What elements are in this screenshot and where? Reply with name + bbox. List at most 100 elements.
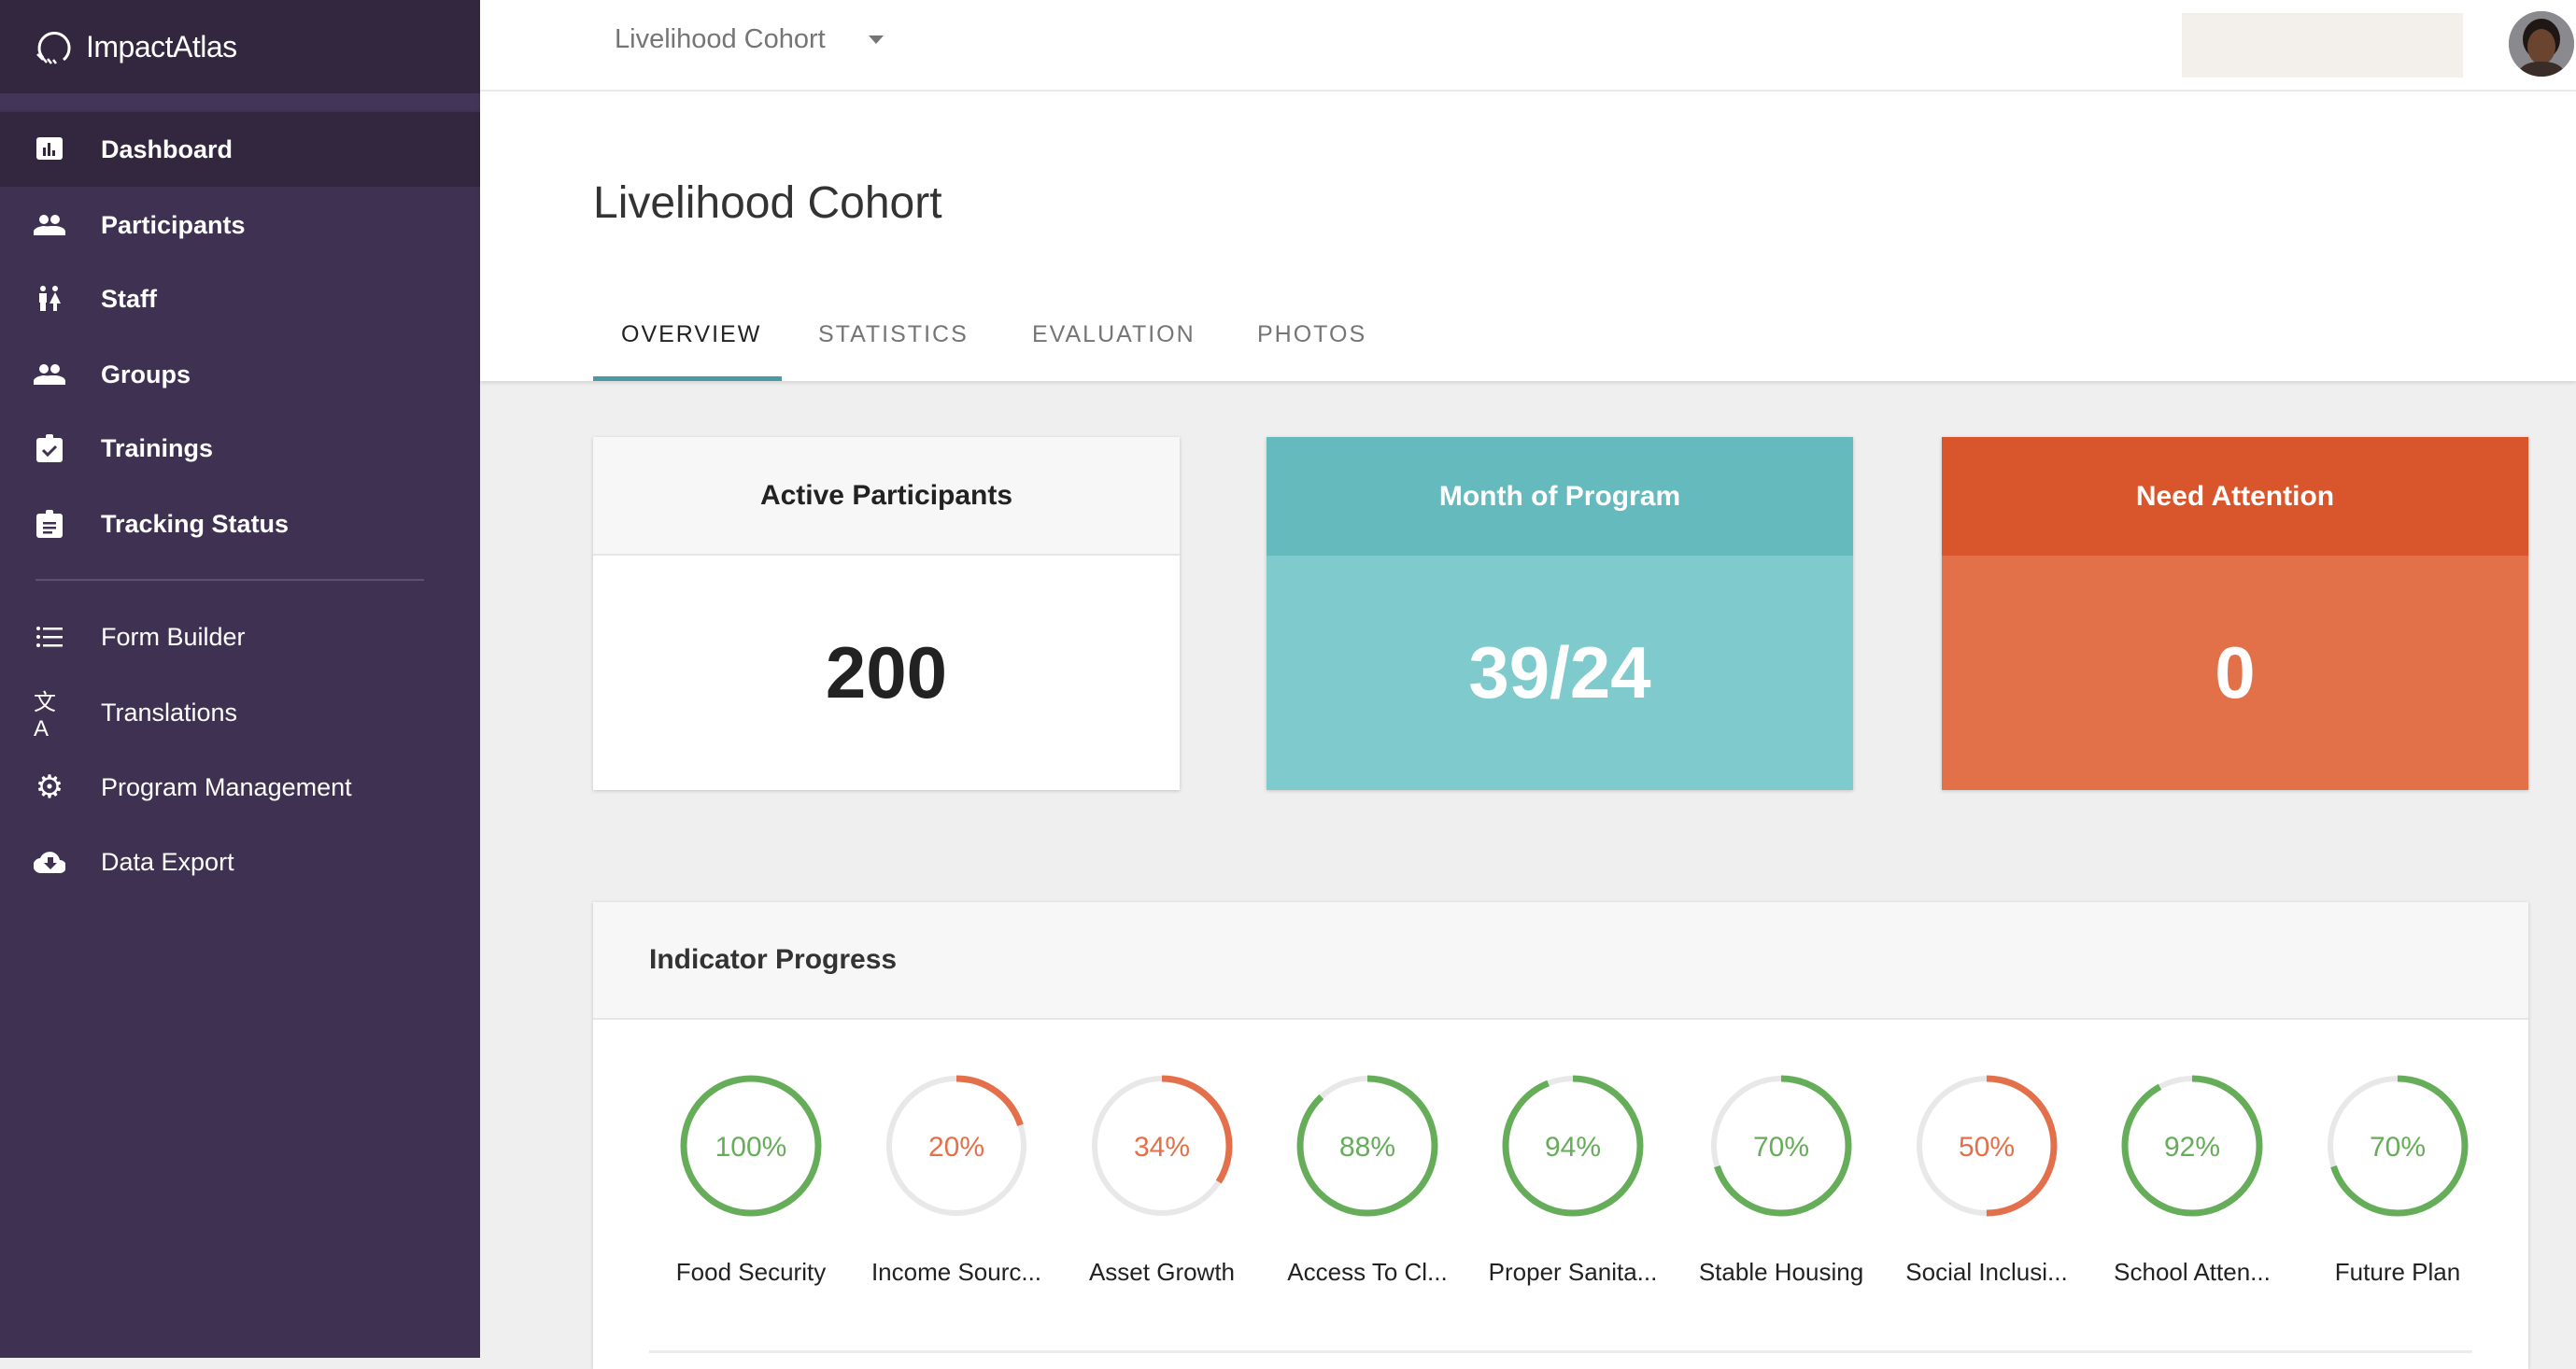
progress-percent: 20% (928, 1132, 984, 1163)
sidebar-spacer (0, 93, 480, 110)
need-attention-card: Need Attention 0 (1942, 437, 2528, 790)
indicator-item[interactable]: 34% Asset Growth (1059, 1073, 1265, 1287)
sidebar-item-participants[interactable]: Participants (0, 188, 480, 262)
progress-percent: 70% (2370, 1132, 2426, 1163)
sidebar-item-translations[interactable]: 文A Translations (0, 675, 480, 750)
sidebar-item-dashboard[interactable]: Dashboard (0, 112, 480, 187)
cohort-select-value: Livelihood Cohort (615, 24, 826, 54)
indicator-item[interactable]: 92% School Atten... (2089, 1073, 2295, 1287)
card-title: Active Participants (593, 437, 1180, 556)
cohort-select[interactable]: Livelihood Cohort (615, 24, 884, 55)
sidebar-item-label: Data Export (101, 847, 234, 876)
indicator-label: Income Sourc... (870, 1258, 1042, 1286)
sidebar-item-label: Program Management (101, 772, 352, 801)
avatar[interactable] (2509, 11, 2574, 77)
indicator-label: Food Security (675, 1258, 827, 1286)
panel-title: Indicator Progress (593, 902, 2528, 1020)
sidebar-item-label: Groups (101, 360, 191, 388)
progress-ring: 34% (1091, 1075, 1233, 1217)
people-icon (34, 209, 65, 241)
progress-ring: 70% (1710, 1075, 1852, 1217)
progress-arc (1916, 1075, 2058, 1217)
sidebar-item-label: Trainings (101, 433, 214, 462)
progress-ring: 70% (2327, 1075, 2469, 1217)
panel-divider (649, 1350, 2472, 1353)
progress-arc (885, 1075, 1027, 1217)
progress-ring: 50% (1916, 1075, 2058, 1217)
progress-arc (2327, 1075, 2469, 1217)
clipboard-check-icon (34, 432, 65, 464)
tab-statistics[interactable]: STATISTICS (818, 321, 969, 347)
tab-overview[interactable]: OVERVIEW (621, 321, 762, 347)
cloud-download-icon (34, 846, 65, 878)
sidebar-item-label: Translations (101, 698, 238, 727)
indicator-item[interactable]: 50% Social Inclusi... (1884, 1073, 2089, 1287)
search-box[interactable] (2182, 13, 2463, 78)
progress-arc (1502, 1075, 1644, 1217)
page-title-area: Livelihood Cohort OVERVIEW STATISTICS EV… (480, 92, 2576, 381)
gear-icon: ⚙ (35, 769, 64, 805)
progress-ring: 94% (1502, 1075, 1644, 1217)
sidebar: ImpactAtlas Dashboard Participants Staff… (0, 0, 480, 1358)
card-value: 39/24 (1267, 556, 1853, 790)
indicator-label: Asset Growth (1088, 1258, 1236, 1286)
progress-percent: 92% (2164, 1132, 2220, 1163)
translate-icon: 文A (34, 689, 56, 741)
progress-ring: 88% (1296, 1075, 1438, 1217)
indicator-label: Future Plan (2334, 1258, 2461, 1286)
progress-arc (1710, 1075, 1852, 1217)
card-value: 200 (825, 631, 948, 713)
progress-percent: 70% (1753, 1132, 1809, 1163)
sidebar-item-form-builder[interactable]: Form Builder (0, 600, 480, 674)
indicator-label: School Atten... (2114, 1258, 2271, 1286)
progress-arc (1091, 1075, 1233, 1217)
list-icon (34, 621, 65, 653)
card-value: 0 (1942, 556, 2528, 790)
indicator-item[interactable]: 70% Future Plan (2295, 1073, 2500, 1287)
tab-photos[interactable]: PHOTOS (1257, 321, 1367, 347)
sidebar-item-program-management[interactable]: ⚙ Program Management (0, 750, 480, 825)
sidebar-item-trainings[interactable]: Trainings (0, 411, 480, 486)
progress-arc (1296, 1075, 1438, 1217)
progress-ring: 100% (680, 1075, 822, 1217)
progress-percent: 94% (1545, 1132, 1601, 1163)
indicator-item[interactable]: 94% Proper Sanita... (1470, 1073, 1676, 1287)
sidebar-item-label: Participants (101, 210, 246, 239)
indicator-label: Proper Sanita... (1488, 1258, 1658, 1286)
bar-chart-icon (34, 134, 65, 165)
progress-percent: 50% (1959, 1132, 2015, 1163)
sidebar-item-staff[interactable]: Staff (0, 261, 480, 336)
progress-arc (2121, 1075, 2263, 1217)
indicator-progress-panel: Indicator Progress 100% Food Security 20% I… (593, 902, 2528, 1369)
app-name: ImpactAtlas (86, 29, 237, 64)
people-icon (34, 359, 65, 390)
impactatlas-logo-icon (36, 31, 71, 64)
clipboard-list-icon (34, 508, 65, 540)
active-tab-indicator (593, 376, 782, 381)
indicator-item[interactable]: 88% Access To Cl... (1265, 1073, 1470, 1287)
sidebar-item-label: Staff (101, 284, 157, 313)
indicator-label: Access To Cl... (1287, 1258, 1448, 1286)
active-participants-card: Active Participants 200 (593, 437, 1180, 790)
sidebar-item-label: Tracking Status (101, 509, 290, 538)
progress-ring: 92% (2121, 1075, 2263, 1217)
card-title: Need Attention (1942, 437, 2528, 556)
indicator-item[interactable]: 70% Stable Housing (1678, 1073, 1884, 1287)
month-of-program-card: Month of Program 39/24 (1267, 437, 1853, 790)
progress-percent: 88% (1339, 1132, 1395, 1163)
sidebar-item-tracking-status[interactable]: Tracking Status (0, 487, 480, 561)
progress-ring: 20% (885, 1075, 1027, 1217)
logo[interactable]: ImpactAtlas (0, 0, 480, 93)
progress-percent: 34% (1134, 1132, 1190, 1163)
card-title: Month of Program (1267, 437, 1853, 556)
caret-down-icon (868, 35, 884, 44)
indicator-item[interactable]: 100% Food Security (648, 1073, 854, 1287)
sidebar-item-label: Dashboard (101, 134, 234, 163)
sidebar-item-groups[interactable]: Groups (0, 337, 480, 412)
sidebar-item-data-export[interactable]: Data Export (0, 825, 480, 899)
indicator-item[interactable]: 20% Income Sourc... (854, 1073, 1059, 1287)
tab-evaluation[interactable]: EVALUATION (1032, 321, 1196, 347)
sidebar-item-label: Form Builder (101, 622, 246, 651)
page-title: Livelihood Cohort (593, 178, 942, 228)
progress-arc (680, 1075, 822, 1217)
